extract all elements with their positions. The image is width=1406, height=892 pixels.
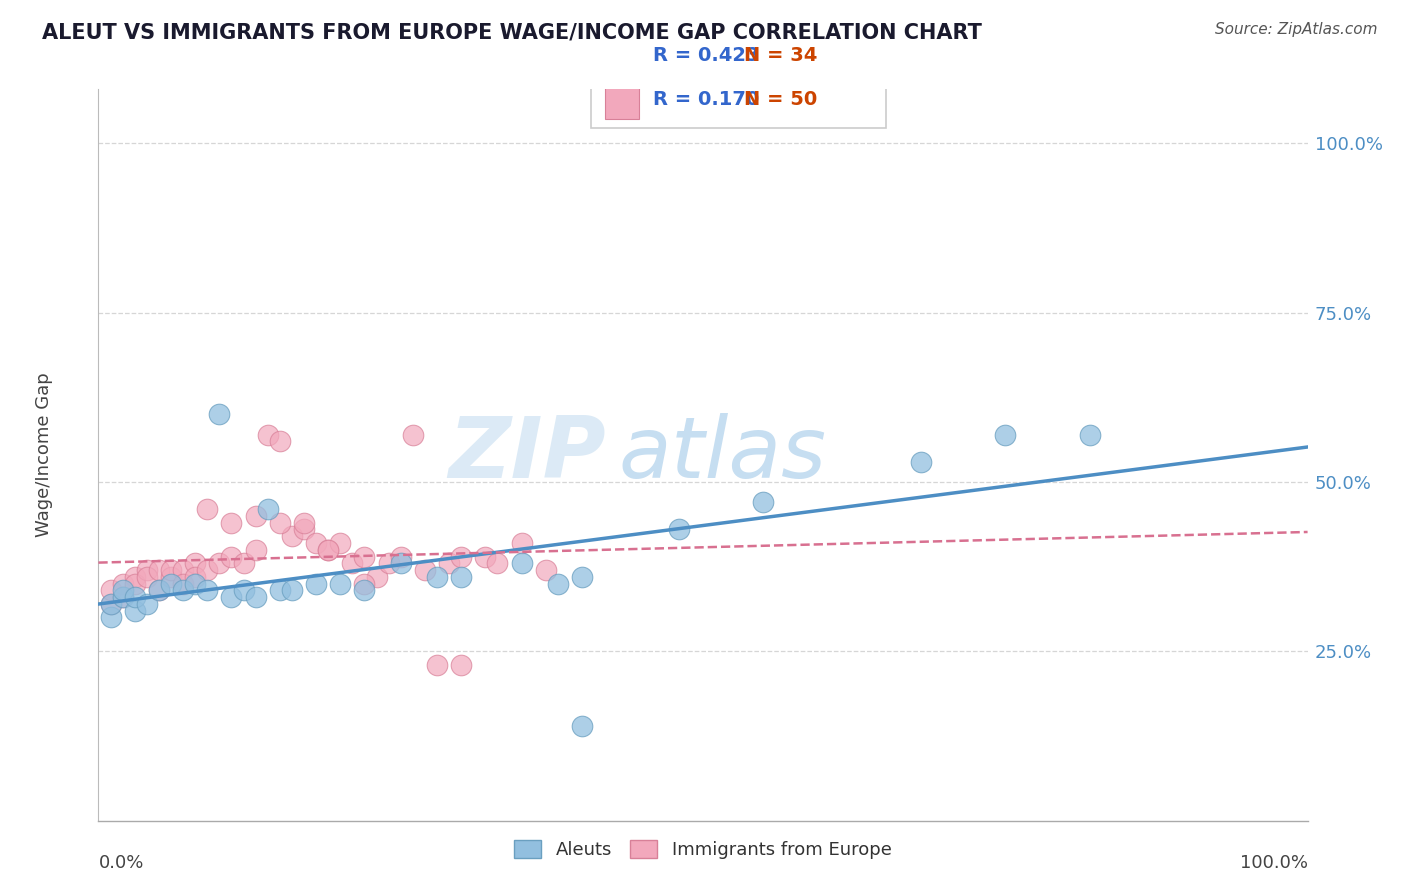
Point — [135, 570, 157, 584]
Point — [135, 597, 157, 611]
Point — [269, 434, 291, 449]
Point — [353, 576, 375, 591]
Text: R = 0.170: R = 0.170 — [654, 90, 759, 109]
Point — [172, 576, 194, 591]
Point — [389, 556, 412, 570]
Point — [160, 576, 183, 591]
Point — [221, 549, 243, 564]
Text: atlas: atlas — [619, 413, 827, 497]
Point — [111, 590, 134, 604]
Point — [208, 407, 231, 421]
Point — [305, 576, 328, 591]
Point — [124, 576, 146, 591]
Point — [474, 549, 496, 564]
Point — [402, 427, 425, 442]
Point — [437, 556, 460, 570]
Point — [450, 657, 472, 672]
Point — [329, 536, 352, 550]
Point — [111, 576, 134, 591]
Point — [124, 590, 146, 604]
Point — [221, 590, 243, 604]
Legend: Aleuts, Immigrants from Europe: Aleuts, Immigrants from Europe — [508, 833, 898, 866]
Point — [366, 570, 388, 584]
Point — [305, 536, 328, 550]
FancyBboxPatch shape — [605, 36, 638, 75]
Text: N = 34: N = 34 — [744, 45, 817, 65]
Point — [100, 583, 122, 598]
Point — [316, 542, 339, 557]
Point — [232, 556, 254, 570]
Point — [269, 583, 291, 598]
Point — [195, 563, 218, 577]
Point — [316, 542, 339, 557]
Point — [208, 556, 231, 570]
Point — [1078, 427, 1101, 442]
Point — [172, 563, 194, 577]
Point — [281, 583, 304, 598]
Point — [160, 570, 183, 584]
Text: 0.0%: 0.0% — [98, 854, 143, 871]
Point — [245, 542, 267, 557]
Point — [342, 556, 364, 570]
Point — [547, 576, 569, 591]
Point — [281, 529, 304, 543]
Text: ALEUT VS IMMIGRANTS FROM EUROPE WAGE/INCOME GAP CORRELATION CHART: ALEUT VS IMMIGRANTS FROM EUROPE WAGE/INC… — [42, 22, 981, 42]
Point — [292, 516, 315, 530]
Point — [100, 597, 122, 611]
FancyBboxPatch shape — [605, 79, 638, 119]
Point — [100, 610, 122, 624]
Text: Wage/Income Gap: Wage/Income Gap — [35, 373, 53, 537]
Point — [221, 516, 243, 530]
Point — [668, 523, 690, 537]
Point — [571, 719, 593, 733]
Point — [256, 502, 278, 516]
Point — [450, 570, 472, 584]
Point — [160, 563, 183, 577]
Point — [148, 583, 170, 598]
Text: 100.0%: 100.0% — [1240, 854, 1308, 871]
Text: N = 50: N = 50 — [744, 90, 817, 109]
FancyBboxPatch shape — [591, 35, 886, 128]
Point — [292, 523, 315, 537]
Point — [111, 583, 134, 598]
Point — [172, 583, 194, 598]
Point — [269, 516, 291, 530]
Text: Source: ZipAtlas.com: Source: ZipAtlas.com — [1215, 22, 1378, 37]
Point — [377, 556, 399, 570]
Point — [124, 604, 146, 618]
Point — [486, 556, 509, 570]
Text: ZIP: ZIP — [449, 413, 606, 497]
Point — [329, 576, 352, 591]
Text: R = 0.423: R = 0.423 — [654, 45, 759, 65]
Point — [450, 549, 472, 564]
Point — [413, 563, 436, 577]
Point — [184, 576, 207, 591]
Point — [195, 583, 218, 598]
Point — [245, 590, 267, 604]
Point — [124, 570, 146, 584]
Point — [353, 549, 375, 564]
Point — [256, 427, 278, 442]
Point — [426, 570, 449, 584]
Point — [184, 570, 207, 584]
Point — [389, 549, 412, 564]
Point — [148, 563, 170, 577]
Point — [148, 583, 170, 598]
Point — [571, 570, 593, 584]
Point — [510, 556, 533, 570]
Point — [910, 455, 932, 469]
Point — [232, 583, 254, 598]
Point — [510, 536, 533, 550]
Point — [245, 508, 267, 523]
Point — [353, 583, 375, 598]
Point — [534, 563, 557, 577]
Point — [111, 590, 134, 604]
Point — [426, 657, 449, 672]
Point — [135, 563, 157, 577]
Point — [994, 427, 1017, 442]
Point — [752, 495, 775, 509]
Point — [100, 597, 122, 611]
Point — [184, 556, 207, 570]
Point — [195, 502, 218, 516]
